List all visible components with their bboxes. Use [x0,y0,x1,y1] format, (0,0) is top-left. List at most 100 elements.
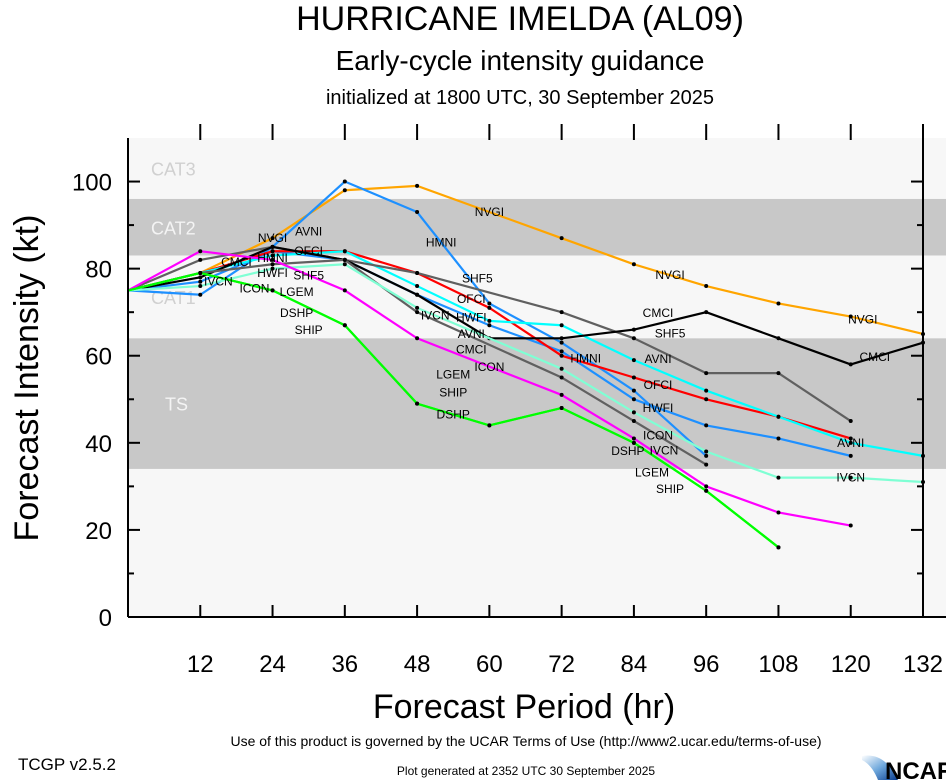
series-label: NVGI [655,268,684,282]
data-point [776,475,781,480]
data-point [559,340,564,345]
data-point [704,462,709,467]
data-point [270,244,275,249]
series-label: SHIP [439,386,467,400]
data-point [559,375,564,380]
series-label: HMNI [257,251,288,265]
data-point [198,279,203,284]
data-point [415,292,420,297]
axes: 12 24 36 48 60 72 84 96 108 120 132 0 20 40 60 80 100 [72,124,946,678]
data-point [631,410,636,415]
data-point [342,188,347,193]
data-point [270,236,275,241]
data-point [270,262,275,267]
series-label: LGEM [280,285,314,299]
data-point [848,440,853,445]
data-point [848,362,853,367]
series-label: CMCI [643,306,674,320]
data-point [487,305,492,310]
series-label: DSHP [280,306,313,320]
data-point [704,449,709,454]
chart-title: HURRICANE IMELDA (AL09) [296,0,744,38]
series-label: IVCN [204,275,233,289]
band-label: CAT3 [151,159,196,179]
data-point [415,336,420,341]
data-point [487,318,492,323]
data-point [848,453,853,458]
generated-time: Plot generated at 2352 UTC 30 September … [397,764,655,778]
y-tick-label: 80 [85,257,112,284]
series-label: SHF5 [293,268,324,282]
data-point [631,358,636,363]
data-point [631,327,636,332]
band-ts [128,338,946,469]
series-lgem [127,249,853,528]
data-point [559,392,564,397]
data-point [415,210,420,215]
data-point [342,179,347,184]
series-label: CMCI [456,342,487,356]
data-point [848,436,853,441]
data-point [198,270,203,275]
series-line [127,245,924,366]
x-axis-label: Forecast Period (hr) [373,688,675,726]
data-point [342,262,347,267]
data-point [848,419,853,424]
series-label: OFCI [644,378,673,392]
data-point [776,545,781,550]
series-label: NVGI [848,312,877,326]
y-tick-label: 100 [72,170,112,197]
series-label: AVNI [837,436,864,450]
data-point [270,249,275,254]
series-label: SHF5 [462,271,493,285]
data-point [704,453,709,458]
x-tick-label: 48 [404,651,431,678]
band-cat2 [128,198,946,256]
series-label: LGEM [635,465,669,479]
series-label: OFCI [294,244,323,258]
data-point [704,423,709,428]
data-point [776,336,781,341]
data-point [415,270,420,275]
data-point [631,440,636,445]
series-label: ICON [239,281,269,295]
data-point [776,510,781,515]
data-point [342,288,347,293]
intensity-bands: CAT3 CAT2 CAT1 TS [128,138,946,617]
series-label: AVNI [644,352,671,366]
series-cmci [127,244,925,367]
y-tick-label: 60 [85,344,112,371]
x-tick-label: 96 [693,651,720,678]
data-point [559,405,564,410]
x-tick-label: 60 [476,651,503,678]
data-point [704,488,709,493]
data-point [631,262,636,267]
chart-init-time: initialized at 1800 UTC, 30 September 20… [326,87,714,109]
band-td [128,468,946,617]
data-point [848,523,853,528]
data-point [342,249,347,254]
y-axis-label: Forecast Intensity (kt) [8,215,46,542]
series-line [127,271,780,549]
data-point [704,371,709,376]
ncar-logo: NCAR [862,755,946,780]
series-label: DSHP [437,408,470,422]
data-point [559,336,564,341]
data-point [270,288,275,293]
data-point [776,301,781,306]
series-label: HMNI [426,236,457,250]
series-label: AVNI [458,327,485,341]
series-line [127,245,852,422]
data-point [559,310,564,315]
data-point [631,397,636,402]
band-label: CAT2 [151,218,196,238]
data-point [704,397,709,402]
series-label: DSHP [611,444,644,458]
data-point [198,249,203,254]
data-point [487,423,492,428]
data-point [198,275,203,280]
series-label: ICON [643,429,673,443]
series-label: ICON [474,360,504,374]
data-point [270,253,275,258]
